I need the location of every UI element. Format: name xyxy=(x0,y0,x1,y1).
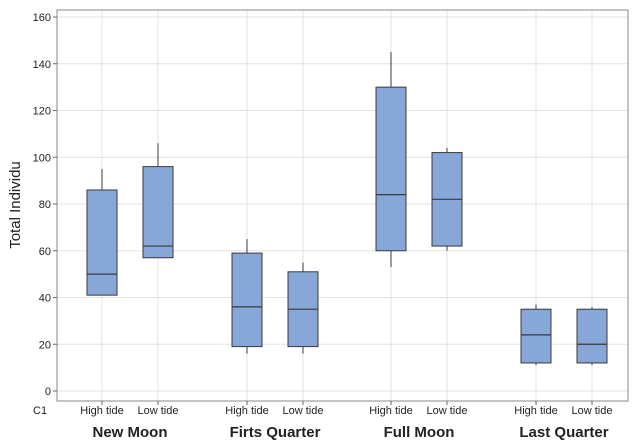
y-tick-label: 20 xyxy=(39,339,51,351)
plot-area-frame xyxy=(56,9,629,402)
group-label: Full Moon xyxy=(384,424,455,441)
box-2-1 xyxy=(231,239,263,354)
box-body xyxy=(86,189,118,296)
box-3-1 xyxy=(375,52,407,268)
box-3-2 xyxy=(431,147,463,251)
x-tick-label: Low tide xyxy=(283,405,324,417)
box-4-2 xyxy=(576,306,608,366)
x-tick-label: Low tide xyxy=(138,405,179,417)
box-body xyxy=(520,308,552,364)
box-body xyxy=(231,252,263,348)
x-tick-label: High tide xyxy=(80,405,123,417)
y-tick-label: 160 xyxy=(33,12,51,24)
box-body xyxy=(375,86,407,252)
group-label: New Moon xyxy=(93,424,168,441)
x-tick-label: Low tide xyxy=(572,405,613,417)
y-tick-label: 60 xyxy=(39,246,51,258)
box-1-1 xyxy=(86,168,118,296)
box-body xyxy=(576,308,608,364)
box-body xyxy=(142,166,174,259)
y-axis-label: Total Individu xyxy=(7,161,24,249)
box-1-2 xyxy=(142,143,174,259)
x-tick-label: High tide xyxy=(514,405,557,417)
y-tick-label: 140 xyxy=(33,59,51,71)
x-tick-label: High tide xyxy=(225,405,268,417)
y-tick-label: 100 xyxy=(33,152,51,164)
box-2-2 xyxy=(287,262,319,354)
c1-label: C1 xyxy=(33,405,47,417)
box-4-1 xyxy=(520,304,552,366)
group-label: Firts Quarter xyxy=(230,424,321,441)
y-tick-label: 0 xyxy=(45,386,51,398)
y-tick-label: 120 xyxy=(33,106,51,118)
y-tick-label: 80 xyxy=(39,199,51,211)
x-tick-label: High tide xyxy=(369,405,412,417)
x-tick-label: Low tide xyxy=(427,405,468,417)
x-axis-labels: High tide Low tide New Moon High tide Low ti… xyxy=(80,401,612,441)
y-tick-label: 40 xyxy=(39,293,51,305)
group-label: Last Quarter xyxy=(519,424,608,441)
boxes xyxy=(86,52,608,366)
y-axis-ticks: 0 20 40 60 80 100 120 140 160 xyxy=(33,12,57,398)
